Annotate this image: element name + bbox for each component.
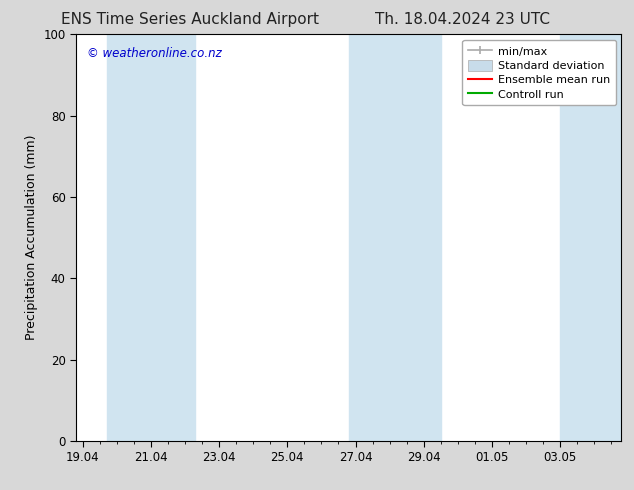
Bar bbox=[560, 34, 621, 441]
Text: © weatheronline.co.nz: © weatheronline.co.nz bbox=[87, 47, 222, 59]
Legend: min/max, Standard deviation, Ensemble mean run, Controll run: min/max, Standard deviation, Ensemble me… bbox=[462, 40, 616, 105]
Text: ENS Time Series Auckland Airport: ENS Time Series Auckland Airport bbox=[61, 12, 319, 27]
Y-axis label: Precipitation Accumulation (mm): Precipitation Accumulation (mm) bbox=[25, 135, 38, 341]
Text: Th. 18.04.2024 23 UTC: Th. 18.04.2024 23 UTC bbox=[375, 12, 550, 27]
Bar bbox=[349, 34, 441, 441]
Bar bbox=[107, 34, 195, 441]
